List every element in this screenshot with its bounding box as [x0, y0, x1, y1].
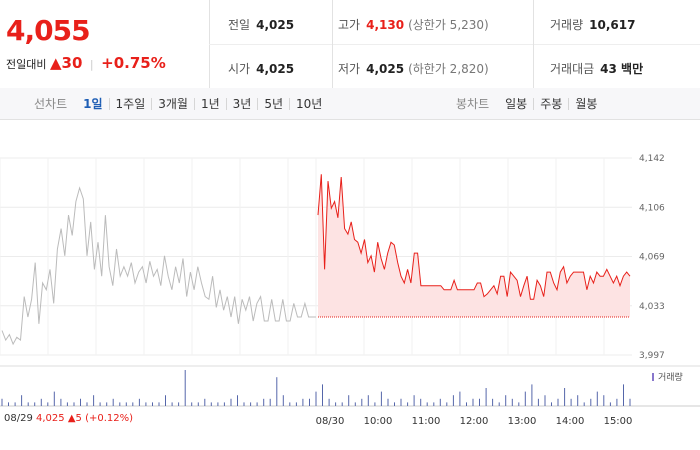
x-tick-label: 13:00 — [508, 416, 537, 427]
prev-day-summary: 08/29 4,025 ▲5 (+0.12%) — [4, 413, 133, 424]
current-price: 4,055 — [6, 14, 91, 47]
high-price: 고가 4,130 (상한가 5,230) — [338, 16, 489, 33]
line-chart-label: 선차트 — [34, 97, 68, 111]
prev-change: 5 — [75, 413, 82, 424]
tab-3y[interactable]: 3년 — [227, 97, 259, 110]
up-triangle-icon: ▲ — [67, 413, 76, 424]
volume-stat: 거래량 10,617 — [550, 16, 635, 33]
upper-limit: (상한가 5,230) — [408, 18, 489, 32]
y-tick-label: 3,997 — [639, 351, 665, 361]
row-divider — [209, 44, 700, 45]
tab-10y[interactable]: 10년 — [296, 96, 323, 111]
prev-price: 4,025 — [36, 413, 65, 424]
y-tick-label: 4,069 — [639, 253, 665, 263]
up-triangle-icon: ▲ — [49, 54, 62, 72]
x-tick-label: 15:00 — [604, 416, 633, 427]
x-tick-label: 14:00 — [556, 416, 585, 427]
change-percent: +0.75% — [101, 54, 166, 72]
y-tick-label: 4,106 — [639, 203, 665, 213]
volume-legend: 거래량 — [658, 371, 683, 383]
series-area-today — [318, 174, 630, 317]
tab-daily[interactable]: 일봉 — [499, 97, 535, 110]
low-price: 저가 4,025 (하한가 2,820) — [338, 60, 489, 77]
lower-limit: (하한가 2,820) — [408, 62, 489, 76]
candle-chart-label: 봉차트 — [456, 97, 490, 111]
divider: | — [89, 58, 94, 71]
price-chart[interactable]: 4,142 4,106 4,069 4,033 3,997 거래량 08/30 10:00 11… — [0, 120, 700, 450]
price-box: 4,055 전일대비 ▲30 | +0.75% — [0, 0, 210, 88]
amount-label: 거래대금 — [550, 62, 595, 76]
prev-date: 08/29 — [4, 413, 33, 424]
prev-percent: (+0.12%) — [85, 413, 134, 424]
y-tick-label: 4,033 — [639, 302, 665, 312]
tab-5y[interactable]: 5년 — [258, 97, 291, 110]
x-tick-label: 12:00 — [460, 416, 489, 427]
column-divider — [332, 0, 333, 88]
tab-monthly[interactable]: 월봉 — [575, 96, 598, 111]
high-value: 4,130 — [366, 18, 405, 32]
tab-1d[interactable]: 1일 — [77, 97, 110, 110]
y-tick-label: 4,142 — [639, 154, 665, 164]
amount-stat: 거래대금 43 백만 — [550, 60, 643, 77]
x-tick-label: 10:00 — [364, 416, 393, 427]
change-value: 30 — [61, 54, 83, 72]
volume-legend-swatch — [652, 373, 654, 381]
change-label: 전일대비 — [6, 58, 47, 71]
tab-1w[interactable]: 1주일 — [110, 97, 153, 110]
chart-tabs: 선차트 1일 1주일 3개월 1년 3년 5년 10년 봉차트 일봉 주봉 월봉 — [0, 88, 700, 120]
tab-3m[interactable]: 3개월 — [152, 97, 195, 110]
change-line: 전일대비 ▲30 | +0.75% — [6, 54, 166, 72]
volume-value: 10,617 — [589, 18, 636, 32]
prev-close-value: 4,025 — [256, 18, 295, 32]
series-line-prev-day — [1, 186, 316, 346]
prev-close-label: 전일 — [228, 18, 251, 32]
low-label: 저가 — [338, 62, 361, 76]
open-label: 시가 — [228, 62, 251, 76]
quote-summary: 4,055 전일대비 ▲30 | +0.75% 전일 4,025 시가 4,025 … — [0, 0, 700, 89]
volume-label: 거래량 — [550, 18, 584, 32]
tab-1y[interactable]: 1년 — [195, 97, 227, 110]
high-label: 고가 — [338, 18, 361, 32]
low-value: 4,025 — [366, 62, 405, 76]
series-line-today — [317, 174, 631, 300]
open-value: 4,025 — [256, 62, 295, 76]
open-price: 시가 4,025 — [228, 60, 294, 77]
column-divider — [533, 0, 534, 88]
line-chart-tabs: 선차트 1일 1주일 3개월 1년 3년 5년 10년 — [34, 88, 328, 119]
candle-chart-tabs: 봉차트 일봉 주봉 월봉 — [456, 88, 603, 119]
x-tick-label: 11:00 — [412, 416, 441, 427]
x-tick-label: 08/30 — [316, 416, 345, 427]
tab-weekly[interactable]: 주봉 — [534, 97, 570, 110]
prev-close: 전일 4,025 — [228, 16, 294, 33]
amount-value: 43 백만 — [600, 62, 644, 76]
